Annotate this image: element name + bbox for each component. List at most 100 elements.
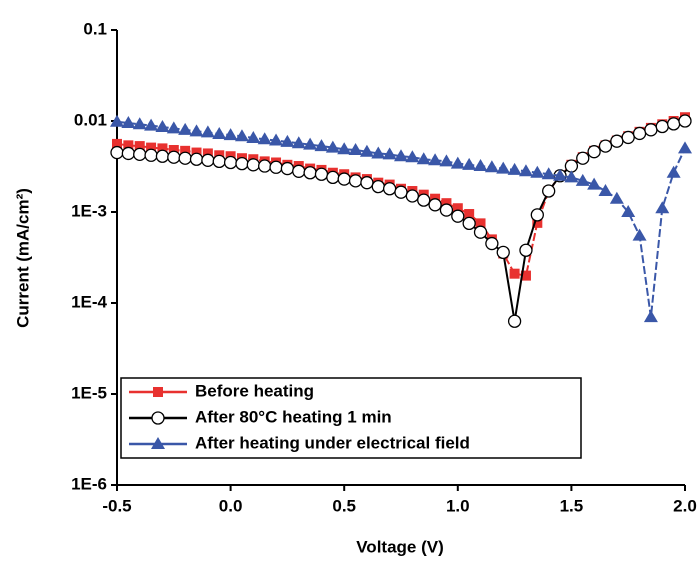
marker (542, 184, 556, 198)
marker (314, 139, 329, 152)
marker (598, 139, 613, 153)
marker (441, 198, 452, 209)
marker (212, 126, 227, 139)
x-tick-label: 1.0 (446, 496, 470, 515)
marker (532, 217, 543, 228)
marker (632, 228, 647, 241)
marker (666, 165, 681, 178)
marker (337, 142, 352, 155)
marker (518, 164, 533, 177)
marker (509, 268, 520, 279)
marker (155, 149, 170, 163)
marker (280, 134, 295, 147)
marker (191, 147, 202, 158)
marker (157, 143, 168, 154)
marker (180, 145, 191, 156)
marker (348, 174, 363, 188)
marker (507, 162, 522, 175)
marker (564, 159, 579, 173)
marker (144, 118, 159, 131)
marker (553, 168, 568, 181)
marker (178, 122, 193, 135)
marker (394, 185, 408, 199)
marker (452, 203, 463, 214)
marker (360, 176, 374, 190)
marker (621, 130, 635, 145)
x-tick-label: 0.0 (219, 496, 243, 515)
marker (246, 158, 260, 172)
x-tick-label: -0.5 (102, 496, 131, 515)
marker (598, 184, 613, 197)
marker (610, 134, 624, 148)
marker (337, 172, 351, 186)
marker (609, 191, 624, 204)
x-tick-label: 0.5 (332, 496, 356, 515)
marker (146, 142, 157, 153)
marker (151, 437, 165, 449)
marker (223, 155, 238, 170)
marker (451, 209, 465, 223)
marker (587, 177, 602, 190)
marker (371, 146, 386, 159)
marker (678, 141, 692, 154)
y-tick-label: 1E-6 (71, 474, 107, 493)
marker (291, 136, 306, 149)
y-tick-label: 0.1 (83, 19, 107, 38)
series (110, 114, 692, 328)
marker (269, 133, 284, 146)
x-tick-label: 1.5 (560, 496, 584, 515)
marker (428, 153, 443, 166)
marker (258, 159, 272, 173)
marker (292, 164, 306, 178)
marker (655, 119, 669, 134)
marker (666, 117, 681, 131)
marker (280, 161, 295, 176)
marker (112, 138, 122, 149)
marker (371, 179, 385, 194)
marker (246, 131, 261, 144)
marker (257, 132, 272, 145)
marker (473, 159, 488, 172)
marker (269, 160, 283, 174)
marker (223, 128, 238, 141)
marker (496, 245, 510, 260)
marker (202, 148, 213, 159)
marker (575, 173, 590, 186)
marker (496, 161, 511, 174)
marker (382, 182, 397, 196)
marker (110, 114, 124, 127)
marker (485, 236, 499, 251)
marker (144, 148, 158, 162)
x-axis-label: Voltage (V) (356, 537, 444, 556)
marker (416, 152, 431, 165)
marker (417, 193, 431, 207)
marker (632, 126, 647, 141)
marker (151, 411, 165, 425)
marker (644, 123, 658, 137)
marker (520, 270, 531, 281)
marker (621, 205, 636, 217)
marker (303, 137, 318, 150)
marker (359, 144, 374, 157)
marker (450, 156, 465, 169)
marker (405, 150, 420, 163)
marker (464, 209, 475, 220)
marker (166, 121, 181, 134)
marker (439, 203, 454, 217)
marker (473, 225, 488, 239)
marker (655, 201, 670, 214)
x-tick-label: 2.0 (673, 496, 697, 515)
marker (462, 157, 477, 170)
marker (519, 243, 533, 257)
legend-box (120, 377, 582, 459)
y-tick-label: 1E-4 (71, 292, 107, 311)
marker (541, 167, 556, 180)
marker (643, 310, 658, 323)
legend-label: Before heating (195, 381, 314, 400)
y-axis-label: Current (mA/cm²) (13, 188, 32, 328)
marker (133, 147, 147, 162)
marker (132, 117, 147, 130)
marker (123, 140, 134, 151)
marker (587, 145, 601, 159)
